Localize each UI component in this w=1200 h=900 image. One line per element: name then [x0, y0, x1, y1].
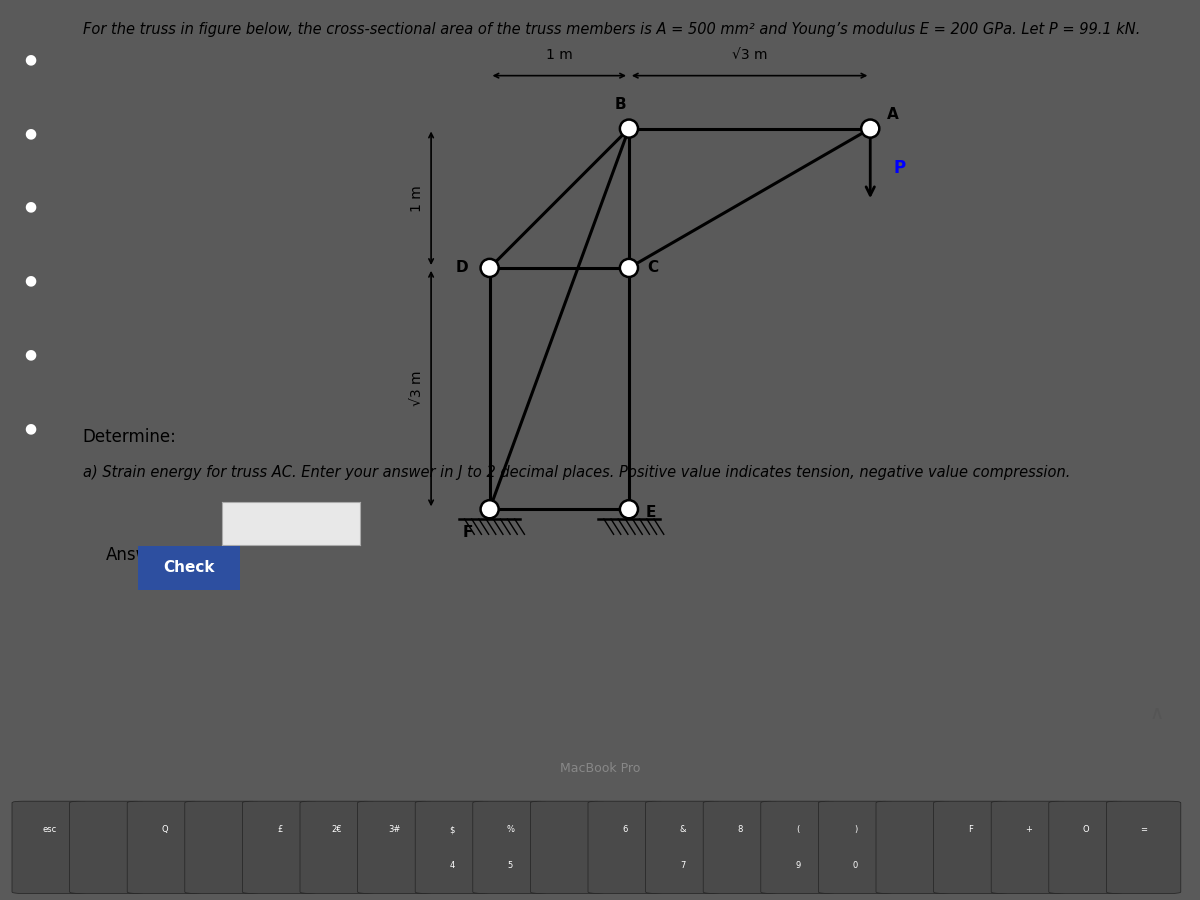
Text: C: C	[647, 260, 658, 275]
Text: F: F	[968, 825, 973, 834]
FancyBboxPatch shape	[358, 801, 432, 894]
FancyBboxPatch shape	[991, 801, 1066, 894]
Text: Q: Q	[161, 825, 168, 834]
Text: $: $	[450, 825, 455, 834]
Text: P: P	[894, 158, 906, 176]
Text: MacBook Pro: MacBook Pro	[560, 762, 640, 775]
Text: +: +	[1025, 825, 1032, 834]
Text: ●: ●	[24, 421, 36, 435]
Text: E: E	[646, 505, 656, 519]
FancyBboxPatch shape	[300, 801, 374, 894]
Text: A: A	[887, 107, 899, 122]
Text: B: B	[614, 97, 626, 112]
FancyBboxPatch shape	[818, 801, 893, 894]
FancyBboxPatch shape	[703, 801, 778, 894]
Text: 3#: 3#	[389, 825, 401, 834]
Text: ∧: ∧	[1150, 704, 1164, 724]
Text: %: %	[506, 825, 514, 834]
Circle shape	[620, 259, 638, 277]
FancyBboxPatch shape	[934, 801, 1008, 894]
FancyBboxPatch shape	[761, 801, 835, 894]
Text: O: O	[1082, 825, 1090, 834]
FancyBboxPatch shape	[1049, 801, 1123, 894]
Circle shape	[480, 500, 499, 518]
Text: ●: ●	[24, 126, 36, 140]
FancyBboxPatch shape	[127, 801, 202, 894]
FancyBboxPatch shape	[415, 801, 490, 894]
FancyBboxPatch shape	[473, 801, 547, 894]
Text: ●: ●	[24, 347, 36, 361]
Circle shape	[620, 500, 638, 518]
Text: a) Strain energy for truss AC. Enter your answer in J to 2 decimal places. Posit: a) Strain energy for truss AC. Enter you…	[83, 465, 1070, 480]
Text: Check: Check	[163, 561, 215, 575]
FancyBboxPatch shape	[70, 801, 144, 894]
Text: ●: ●	[24, 200, 36, 213]
FancyBboxPatch shape	[876, 801, 950, 894]
Text: 8: 8	[738, 825, 743, 834]
Text: 6: 6	[623, 825, 628, 834]
Text: ●: ●	[24, 274, 36, 287]
Text: (: (	[797, 825, 799, 834]
FancyBboxPatch shape	[242, 801, 317, 894]
Circle shape	[480, 259, 499, 277]
Text: D: D	[456, 260, 468, 275]
Text: =: =	[1140, 825, 1147, 834]
Text: £: £	[277, 825, 282, 834]
FancyBboxPatch shape	[646, 801, 720, 894]
Text: For the truss in figure below, the cross-sectional area of the truss members is : For the truss in figure below, the cross…	[83, 22, 1140, 37]
Text: 1 m: 1 m	[410, 184, 424, 212]
FancyBboxPatch shape	[12, 801, 86, 894]
Text: 0: 0	[853, 860, 858, 869]
FancyBboxPatch shape	[530, 801, 605, 894]
Text: F: F	[462, 526, 473, 540]
Text: 1 m: 1 m	[546, 48, 572, 62]
Text: 5: 5	[508, 860, 512, 869]
Text: √3 m: √3 m	[732, 48, 767, 62]
Circle shape	[862, 120, 880, 138]
Text: ●: ●	[24, 52, 36, 66]
Text: √3 m: √3 m	[410, 371, 424, 406]
Circle shape	[620, 120, 638, 138]
FancyBboxPatch shape	[185, 801, 259, 894]
Text: &: &	[679, 825, 686, 834]
Text: 7: 7	[680, 860, 685, 869]
Text: 4: 4	[450, 860, 455, 869]
Text: esc: esc	[42, 825, 56, 834]
FancyBboxPatch shape	[1106, 801, 1181, 894]
Text: Determine:: Determine:	[83, 428, 176, 446]
Text: Answer:: Answer:	[106, 546, 173, 564]
Text: 9: 9	[796, 860, 800, 869]
Text: 2€: 2€	[332, 825, 342, 834]
FancyBboxPatch shape	[588, 801, 662, 894]
Text: ): )	[854, 825, 857, 834]
